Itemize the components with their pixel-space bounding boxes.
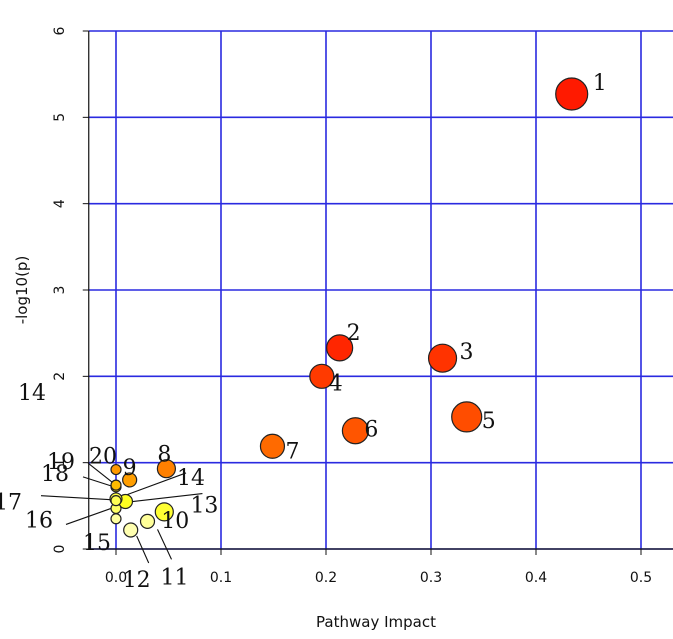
y-tick-label: 6 [52,26,68,35]
data-point-8 [156,459,176,479]
point-label-16: 16 [25,508,53,533]
y-tick-label: 5 [52,113,68,122]
leader-line-13 [132,492,203,503]
point-label-19: 19 [47,450,75,475]
leader-line-19 [87,462,113,483]
leader-line-18 [82,476,112,487]
data-point-1 [555,77,589,111]
data-point-9 [122,472,138,488]
y-tick-label: 0 [52,545,68,554]
point-label-11: 11 [161,565,189,590]
leader-line-11 [157,529,172,560]
point-label-9: 9 [123,456,137,481]
point-label-3: 3 [460,340,474,365]
point-label-1: 1 [593,71,607,96]
leader-line-12 [136,535,150,564]
point-label-12: 12 [123,568,151,593]
point-label-14: 14 [177,466,205,491]
data-point-11 [139,513,156,529]
data-point-10 [154,502,174,522]
data-point-6 [341,417,369,445]
leader-line-16 [65,507,112,525]
y-tick-label: 1 [52,458,68,467]
y-tick-label: 3 [52,286,68,295]
x-tick-label: 0.4 [525,570,547,586]
x-tick-label: 0.0 [105,570,127,586]
y-axis-title: -log10(p) [13,256,31,325]
x-tick-label: 0.5 [630,570,652,586]
grid-lines [88,30,673,550]
point-label-4: 4 [329,371,343,396]
data-points [109,77,589,538]
data-point-20 [110,463,122,476]
point-label-13: 13 [190,494,218,519]
y-tick-label: 2 [52,372,68,381]
data-point-7 [259,433,286,459]
point-label-17: 17 [0,491,22,516]
y-tick-label: 4 [52,199,68,208]
point-label-10: 10 [161,509,189,534]
x-axis-title: Pathway Impact [316,613,436,631]
point-label-5: 5 [482,409,496,434]
point-label-20: 20 [89,445,117,470]
stray-label: 14 [18,381,46,406]
x-tick-label: 0.2 [315,570,337,586]
data-point-5 [451,401,483,433]
data-point-15 [110,513,122,525]
point-label-8: 8 [157,443,171,468]
point-label-18: 18 [41,462,69,487]
tick-labels: 0.0 0.1 0.2 0.3 0.4 0.5 0 1 2 3 4 5 6 [52,26,652,586]
data-point-19 [110,479,122,491]
data-point-4 [309,363,335,389]
leader-line-17 [40,495,112,501]
x-tick-label: 0.3 [420,570,442,586]
label-leader-lines [40,462,203,564]
point-label-6: 6 [364,418,378,443]
data-point-12 [123,522,139,538]
point-label-15: 15 [83,531,111,556]
x-tick-label: 0.1 [210,570,232,586]
point-label-7: 7 [285,439,299,464]
point-label-2: 2 [347,321,361,346]
data-point-3 [427,343,458,373]
data-point-17 [110,495,122,507]
leader-line-14 [120,472,187,498]
data-point-2 [326,334,354,362]
